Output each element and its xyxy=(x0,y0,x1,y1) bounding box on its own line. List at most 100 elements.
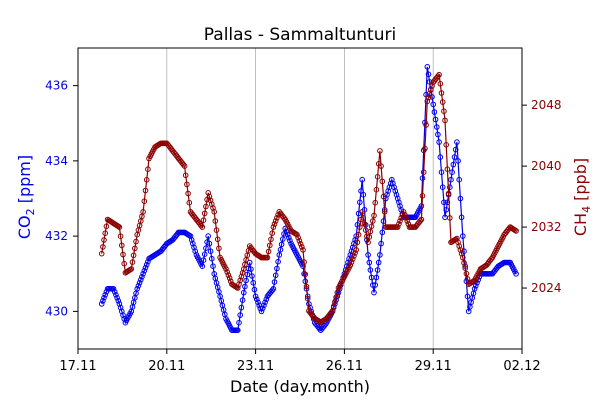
ch4-data-point xyxy=(128,266,135,272)
ch4-data-point xyxy=(365,239,371,246)
co2-data-point xyxy=(238,304,245,311)
y-right-tick-label: 2048 xyxy=(531,98,562,112)
co2-data-point xyxy=(360,191,367,198)
ch4-data-point xyxy=(200,217,207,223)
ch4-data-point xyxy=(214,236,221,243)
co2-data-point xyxy=(116,301,123,307)
axes-layer: 17.11 20.11 23.11 26.11 29.11 02.12 430 432 434 4… xyxy=(45,47,562,374)
co2-data-point xyxy=(210,263,216,270)
x-tick-label: 29.11 xyxy=(415,359,452,374)
co2-data-point xyxy=(425,71,432,78)
ch4-data-point xyxy=(198,222,204,229)
co2-data-point xyxy=(259,305,266,312)
ch4-data-point xyxy=(132,245,138,252)
ch4-data-point xyxy=(447,215,453,221)
co2-data-point xyxy=(111,289,118,295)
co2-data-point xyxy=(419,175,426,181)
ch4-data-point xyxy=(303,283,310,290)
ch4-data-point xyxy=(396,221,402,227)
x-tick-label: 23.11 xyxy=(237,359,274,374)
co2-data-point xyxy=(274,265,280,272)
y-axis-right-label-sub: 4 xyxy=(580,206,593,213)
co2-data-point xyxy=(432,116,439,123)
co2-data-point xyxy=(201,251,208,257)
co2-data-point xyxy=(436,139,442,145)
ch4-data-point xyxy=(120,251,126,258)
ch4-data-point xyxy=(133,238,139,245)
co2-data-point xyxy=(390,180,396,187)
ch4-data-point xyxy=(439,99,446,105)
co2-data-point xyxy=(389,176,395,183)
x-tick-label: 17.11 xyxy=(59,359,96,374)
ch4-data-point xyxy=(226,275,233,281)
co2-data-point xyxy=(135,283,142,289)
ch4-data-point xyxy=(353,247,360,253)
co2-data-point xyxy=(246,259,253,266)
ch4-data-point xyxy=(203,203,209,210)
y-axis-left-label-sub: 2 xyxy=(24,208,37,215)
ch4-data-point xyxy=(269,230,276,236)
co2-data-point xyxy=(444,199,451,206)
ch4-data-point xyxy=(102,230,108,236)
ch4-data-point xyxy=(103,223,110,230)
ch4-data-point xyxy=(140,209,146,215)
co2-data-point xyxy=(270,286,277,292)
co2-data-point xyxy=(449,169,455,175)
ch4-data-point xyxy=(271,221,278,227)
co2-data-point xyxy=(251,286,258,293)
ch4-data-point xyxy=(216,245,222,252)
ch4-data-point xyxy=(294,231,300,238)
ch4-data-point xyxy=(143,177,150,183)
ch4-data-point xyxy=(359,209,366,215)
ch4-data-point xyxy=(351,253,357,259)
ch4-data-point xyxy=(366,234,373,240)
co2-data-point xyxy=(347,252,354,258)
ch4-data-point xyxy=(420,169,427,175)
ch4-data-point xyxy=(295,234,302,241)
co2-data-point xyxy=(513,271,519,277)
co2-data-point xyxy=(287,237,293,244)
ch4-data-point xyxy=(304,295,311,302)
co2-data-point xyxy=(351,240,357,247)
ch4-data-point xyxy=(264,254,271,261)
co2-data-point xyxy=(473,283,479,289)
co2-data-point xyxy=(280,236,286,242)
co2-data-point xyxy=(271,279,278,285)
co2-data-point xyxy=(450,161,457,168)
ch4-data-point xyxy=(211,209,217,215)
ch4-data-point xyxy=(300,247,306,253)
co2-data-point xyxy=(284,231,291,238)
co2-data-point xyxy=(188,237,195,243)
co2-data-point xyxy=(138,277,144,283)
ch4-data-point xyxy=(301,259,307,265)
ch4-data-point xyxy=(101,237,107,243)
co2-data-point xyxy=(113,292,119,298)
co2-data-point xyxy=(370,282,376,288)
ch4-data-point xyxy=(435,73,441,79)
ch4-data-point xyxy=(441,108,447,114)
co2-data-point xyxy=(439,184,446,190)
co2-data-point xyxy=(236,319,242,326)
ch4-data-point xyxy=(461,260,467,266)
co2-data-point xyxy=(278,241,285,248)
ch4-data-point xyxy=(213,227,220,233)
y-right-tick-label: 2032 xyxy=(531,220,562,234)
co2-data-point xyxy=(249,273,255,279)
ch4-data-point xyxy=(455,239,461,246)
x-axis-label: Date (day.month) xyxy=(230,377,370,396)
x-tick-label: 26.11 xyxy=(326,359,363,374)
y-left-tick-label: 434 xyxy=(45,154,68,168)
co2-data-point xyxy=(373,274,380,281)
co2-data-point xyxy=(110,286,117,292)
ch4-data-point xyxy=(116,224,123,230)
ch4-data-point xyxy=(181,163,188,169)
co2-data-point xyxy=(239,297,246,303)
ch4-data-point xyxy=(227,278,234,285)
co2-data-point xyxy=(241,289,247,296)
y-axis-left-label-unit: [ppm] xyxy=(15,155,34,208)
ch4-data-point xyxy=(182,172,189,179)
ch4-data-point xyxy=(400,209,407,215)
co2-data-point xyxy=(435,131,441,138)
